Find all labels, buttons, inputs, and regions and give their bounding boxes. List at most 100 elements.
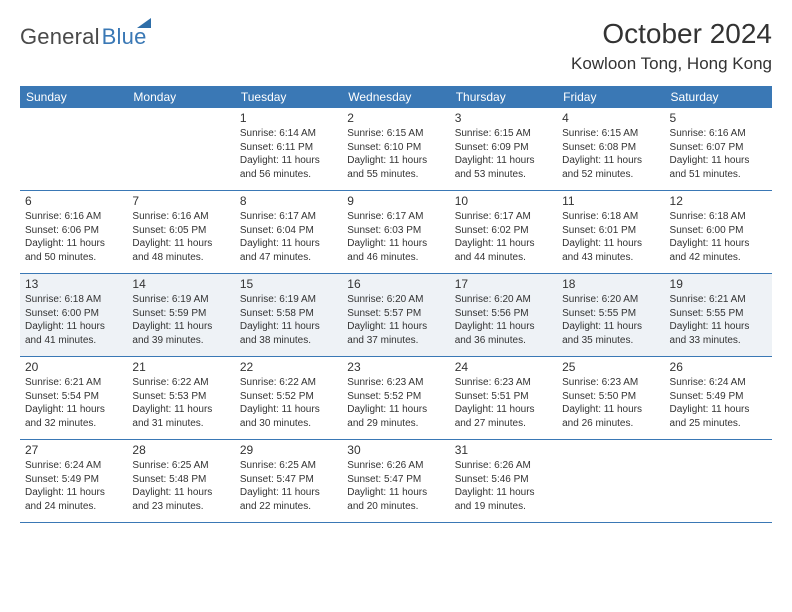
day-cell: 9Sunrise: 6:17 AMSunset: 6:03 PMDaylight… xyxy=(342,191,449,273)
daylight-line: Daylight: 11 hours and 20 minutes. xyxy=(347,486,444,513)
sunset-line: Sunset: 6:01 PM xyxy=(562,224,659,238)
day-cell: 17Sunrise: 6:20 AMSunset: 5:56 PMDayligh… xyxy=(450,274,557,356)
day-number: 25 xyxy=(562,360,659,374)
daylight-line: Daylight: 11 hours and 42 minutes. xyxy=(670,237,767,264)
sunset-line: Sunset: 5:48 PM xyxy=(132,473,229,487)
sunset-line: Sunset: 5:54 PM xyxy=(25,390,122,404)
sunrise-line: Sunrise: 6:22 AM xyxy=(132,376,229,390)
day-number: 28 xyxy=(132,443,229,457)
weekday-saturday: Saturday xyxy=(665,86,772,108)
sunrise-line: Sunrise: 6:15 AM xyxy=(347,127,444,141)
daylight-line: Daylight: 11 hours and 24 minutes. xyxy=(25,486,122,513)
daylight-line: Daylight: 11 hours and 25 minutes. xyxy=(670,403,767,430)
sunset-line: Sunset: 6:11 PM xyxy=(240,141,337,155)
sunset-line: Sunset: 5:47 PM xyxy=(240,473,337,487)
day-cell xyxy=(665,440,772,522)
day-number: 18 xyxy=(562,277,659,291)
day-cell: 15Sunrise: 6:19 AMSunset: 5:58 PMDayligh… xyxy=(235,274,342,356)
day-number: 2 xyxy=(347,111,444,125)
day-cell: 3Sunrise: 6:15 AMSunset: 6:09 PMDaylight… xyxy=(450,108,557,190)
day-cell: 7Sunrise: 6:16 AMSunset: 6:05 PMDaylight… xyxy=(127,191,234,273)
day-cell xyxy=(557,440,664,522)
sunrise-line: Sunrise: 6:15 AM xyxy=(455,127,552,141)
day-number: 19 xyxy=(670,277,767,291)
day-cell: 2Sunrise: 6:15 AMSunset: 6:10 PMDaylight… xyxy=(342,108,449,190)
day-number: 26 xyxy=(670,360,767,374)
day-cell: 8Sunrise: 6:17 AMSunset: 6:04 PMDaylight… xyxy=(235,191,342,273)
sunrise-line: Sunrise: 6:23 AM xyxy=(347,376,444,390)
daylight-line: Daylight: 11 hours and 19 minutes. xyxy=(455,486,552,513)
sunrise-line: Sunrise: 6:26 AM xyxy=(347,459,444,473)
sunset-line: Sunset: 5:55 PM xyxy=(562,307,659,321)
header: General Blue October 2024 Kowloon Tong, … xyxy=(20,18,772,74)
day-number: 23 xyxy=(347,360,444,374)
daylight-line: Daylight: 11 hours and 32 minutes. xyxy=(25,403,122,430)
day-cell: 31Sunrise: 6:26 AMSunset: 5:46 PMDayligh… xyxy=(450,440,557,522)
day-number: 12 xyxy=(670,194,767,208)
day-cell xyxy=(20,108,127,190)
day-cell: 4Sunrise: 6:15 AMSunset: 6:08 PMDaylight… xyxy=(557,108,664,190)
sunrise-line: Sunrise: 6:24 AM xyxy=(25,459,122,473)
day-number: 14 xyxy=(132,277,229,291)
day-cell: 27 Sunrise: 6:24 AMSunset: 5:49 PMDayligh… xyxy=(20,440,127,522)
day-cell: 11Sunrise: 6:18 AMSunset: 6:01 PMDayligh… xyxy=(557,191,664,273)
weekday-friday: Friday xyxy=(557,86,664,108)
day-number: 31 xyxy=(455,443,552,457)
sunrise-line: Sunrise: 6:25 AM xyxy=(240,459,337,473)
sunrise-line: Sunrise: 6:18 AM xyxy=(670,210,767,224)
week-row: 27Sunrise: 6:24 AMSunset: 5:49 PMDayligh… xyxy=(20,440,772,523)
sunrise-line: Sunrise: 6:21 AM xyxy=(670,293,767,307)
day-number: 13 xyxy=(25,277,122,291)
sunrise-line: Sunrise: 6:18 AM xyxy=(25,293,122,307)
week-row: 6Sunrise: 6:16 AMSunset: 6:06 PMDaylight… xyxy=(20,191,772,274)
daylight-line: Daylight: 11 hours and 56 minutes. xyxy=(240,154,337,181)
sunrise-line: Sunrise: 6:16 AM xyxy=(132,210,229,224)
day-cell: 12 Sunrise: 6:18 AMSunset: 6:00 PMDayligh… xyxy=(665,191,772,273)
day-number: 7 xyxy=(132,194,229,208)
day-number: 1 xyxy=(240,111,337,125)
daylight-line: Daylight: 11 hours and 43 minutes. xyxy=(562,237,659,264)
day-number: 30 xyxy=(347,443,444,457)
sunset-line: Sunset: 5:57 PM xyxy=(347,307,444,321)
daylight-line: Daylight: 11 hours and 47 minutes. xyxy=(240,237,337,264)
daylight-line: Daylight: 11 hours and 36 minutes. xyxy=(455,320,552,347)
sunrise-line: Sunrise: 6:23 AM xyxy=(562,376,659,390)
sunset-line: Sunset: 6:05 PM xyxy=(132,224,229,238)
sunrise-line: Sunrise: 6:17 AM xyxy=(455,210,552,224)
day-number: 22 xyxy=(240,360,337,374)
day-number: 24 xyxy=(455,360,552,374)
daylight-line: Daylight: 11 hours and 23 minutes. xyxy=(132,486,229,513)
daylight-line: Daylight: 11 hours and 51 minutes. xyxy=(670,154,767,181)
day-number: 10 xyxy=(455,194,552,208)
day-number: 3 xyxy=(455,111,552,125)
sunrise-line: Sunrise: 6:23 AM xyxy=(455,376,552,390)
sunrise-line: Sunrise: 6:16 AM xyxy=(25,210,122,224)
day-cell: 13Sunrise: 6:18 AMSunset: 6:00 PMDayligh… xyxy=(20,274,127,356)
week-row: 13Sunrise: 6:18 AMSunset: 6:00 PMDayligh… xyxy=(20,274,772,357)
day-number: 27 xyxy=(25,443,122,457)
sunrise-line: Sunrise: 6:17 AM xyxy=(240,210,337,224)
logo: General Blue xyxy=(20,18,147,50)
daylight-line: Daylight: 11 hours and 35 minutes. xyxy=(562,320,659,347)
sunset-line: Sunset: 5:52 PM xyxy=(240,390,337,404)
sunset-line: Sunset: 6:08 PM xyxy=(562,141,659,155)
day-number: 21 xyxy=(132,360,229,374)
sunrise-line: Sunrise: 6:21 AM xyxy=(25,376,122,390)
sunset-line: Sunset: 6:02 PM xyxy=(455,224,552,238)
day-cell: 30Sunrise: 6:26 AMSunset: 5:47 PMDayligh… xyxy=(342,440,449,522)
calendar: SundayMondayTuesdayWednesdayThursdayFrid… xyxy=(20,86,772,523)
sunset-line: Sunset: 5:49 PM xyxy=(670,390,767,404)
sunset-line: Sunset: 5:50 PM xyxy=(562,390,659,404)
sunset-line: Sunset: 5:49 PM xyxy=(25,473,122,487)
sunset-line: Sunset: 6:00 PM xyxy=(670,224,767,238)
day-cell: 1Sunrise: 6:14 AMSunset: 6:11 PMDaylight… xyxy=(235,108,342,190)
daylight-line: Daylight: 11 hours and 52 minutes. xyxy=(562,154,659,181)
sunset-line: Sunset: 5:56 PM xyxy=(455,307,552,321)
daylight-line: Daylight: 11 hours and 27 minutes. xyxy=(455,403,552,430)
daylight-line: Daylight: 11 hours and 41 minutes. xyxy=(25,320,122,347)
day-number: 5 xyxy=(670,111,767,125)
daylight-line: Daylight: 11 hours and 53 minutes. xyxy=(455,154,552,181)
day-number: 4 xyxy=(562,111,659,125)
day-cell: 5Sunrise: 6:16 AMSunset: 6:07 PMDaylight… xyxy=(665,108,772,190)
day-cell: 26Sunrise: 6:24 AMSunset: 5:49 PMDayligh… xyxy=(665,357,772,439)
